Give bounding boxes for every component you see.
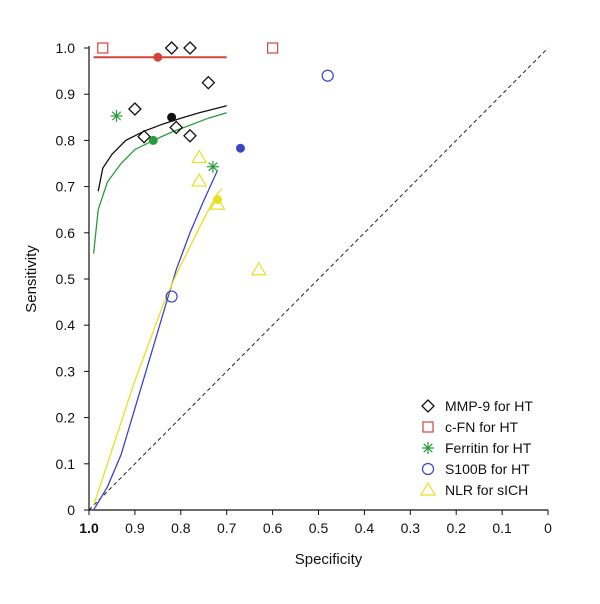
legend-marker-triangle xyxy=(419,481,437,496)
data-point-square xyxy=(267,42,279,54)
sroc-curves xyxy=(92,56,227,511)
asterisk-stroke xyxy=(111,111,122,121)
x-tick-label: 0.7 xyxy=(217,520,237,536)
data-point-diamond xyxy=(137,129,151,144)
x-tick-label: 0.5 xyxy=(309,520,329,536)
data-point-diamond xyxy=(183,41,197,55)
data-point-square xyxy=(97,42,109,54)
y-tick-label: 0.4 xyxy=(56,317,76,333)
legend-label: S100B for HT xyxy=(445,461,530,477)
legend-label: NLR for sICH xyxy=(445,482,528,498)
legend-marker-diamond xyxy=(421,399,435,413)
data-point-diamond xyxy=(164,41,179,55)
summary-point-triangle xyxy=(213,195,223,205)
legend-label: Ferritin for HT xyxy=(445,440,532,456)
x-tick-label: 0.9 xyxy=(125,520,145,536)
data-point-triangle xyxy=(191,172,208,187)
sroc-curve-triangle xyxy=(92,188,223,506)
data-point-circle xyxy=(165,290,178,303)
data-point-diamond xyxy=(183,128,197,143)
y-tick-label: 0.9 xyxy=(56,86,76,102)
x-tick-label: 0.3 xyxy=(401,520,421,536)
y-tick-label: 0.3 xyxy=(56,363,76,379)
y-tick-label: 1.0 xyxy=(56,40,76,56)
legend-marker-square xyxy=(422,421,434,433)
asterisk-stroke xyxy=(423,443,433,453)
sroc-curve-circle xyxy=(93,170,219,511)
legend-label: c-FN for HT xyxy=(445,419,519,435)
data-points xyxy=(97,41,334,303)
x-tick-label: 0.8 xyxy=(171,520,191,536)
asterisk-stroke xyxy=(208,162,218,172)
x-tick-label: 0 xyxy=(544,520,552,536)
x-tick-label: 0.1 xyxy=(492,520,512,536)
summary-point-circle xyxy=(235,143,245,153)
y-axis-title: Sensitivity xyxy=(23,245,40,313)
y-tick-label: 0.7 xyxy=(56,179,76,195)
x-axis-title: Specificity xyxy=(295,551,363,568)
summary-point-square xyxy=(153,52,163,62)
summary-point-asterisk xyxy=(148,135,158,145)
y-ticks: 0 0.1 0.2 0.3 0.4 0.5 0.6 0.7 0.8 0.9 1.0 xyxy=(56,40,89,518)
data-point-asterisk xyxy=(110,109,123,122)
data-point-triangle xyxy=(250,261,267,276)
x-tick-label: 0.6 xyxy=(263,520,283,536)
data-point-diamond xyxy=(169,120,184,135)
y-tick-label: 0.6 xyxy=(56,225,76,241)
legend-marker-asterisk xyxy=(422,442,434,454)
x-tick-label: 1.0 xyxy=(79,520,99,536)
x-ticks: 1.0 0.9 0.8 0.7 0.6 0.5 0.4 0.3 0.2 0.1 0 xyxy=(79,510,552,536)
y-tick-label: 0 xyxy=(67,502,75,518)
data-point-diamond xyxy=(201,75,216,90)
legend: MMP-9 for HT c-FN for HT Ferritin for HT S1… xyxy=(419,398,533,498)
y-tick-label: 0.8 xyxy=(56,132,76,148)
data-point-circle xyxy=(321,69,334,82)
y-tick-label: 0.5 xyxy=(56,271,76,287)
legend-label: MMP-9 for HT xyxy=(445,398,533,414)
x-tick-label: 0.2 xyxy=(446,520,466,536)
summary-point-diamond xyxy=(167,112,177,122)
data-point-triangle xyxy=(191,149,208,164)
legend-marker-circle xyxy=(421,462,435,476)
x-tick-label: 0.4 xyxy=(355,520,375,536)
reference-diagonal-line xyxy=(88,47,549,511)
sroc-curve-asterisk xyxy=(92,112,227,254)
y-tick-label: 0.2 xyxy=(56,410,76,426)
data-point-triangle xyxy=(209,195,226,210)
y-tick-label: 0.1 xyxy=(56,456,76,472)
sroc-curve-diamond xyxy=(97,105,227,192)
data-point-asterisk xyxy=(206,160,219,173)
data-point-diamond xyxy=(127,102,142,116)
